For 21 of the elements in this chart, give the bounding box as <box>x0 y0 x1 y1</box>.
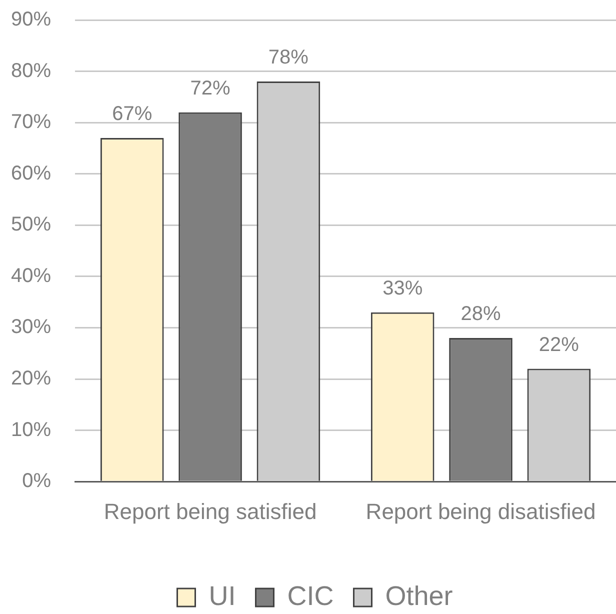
y-tick-label: 60% <box>11 162 52 184</box>
legend-label: UI <box>208 580 236 611</box>
y-tick-label: 30% <box>11 316 52 338</box>
legend-label: CIC <box>287 580 334 611</box>
data-label: 22% <box>538 334 580 356</box>
y-tick-label: 70% <box>11 111 52 134</box>
x-tick-label: Report being disatisfied <box>366 498 596 524</box>
y-tick-label: 20% <box>11 368 52 390</box>
data-label: 67% <box>112 102 152 125</box>
data-label: 33% <box>382 277 423 300</box>
data-label: 78% <box>268 46 309 69</box>
data-label: 72% <box>190 77 230 100</box>
y-tick-label: 10% <box>11 418 52 441</box>
data-label: 28% <box>460 302 501 325</box>
y-tick-label: 50% <box>11 214 52 236</box>
y-tick-label: 40% <box>11 264 52 287</box>
y-tick-label: 0% <box>22 470 52 492</box>
legend-label: Other <box>385 580 453 611</box>
y-tick-label: 90% <box>11 8 52 31</box>
y-tick-label: 80% <box>11 60 52 82</box>
x-tick-label: Report being satisfied <box>104 498 317 524</box>
